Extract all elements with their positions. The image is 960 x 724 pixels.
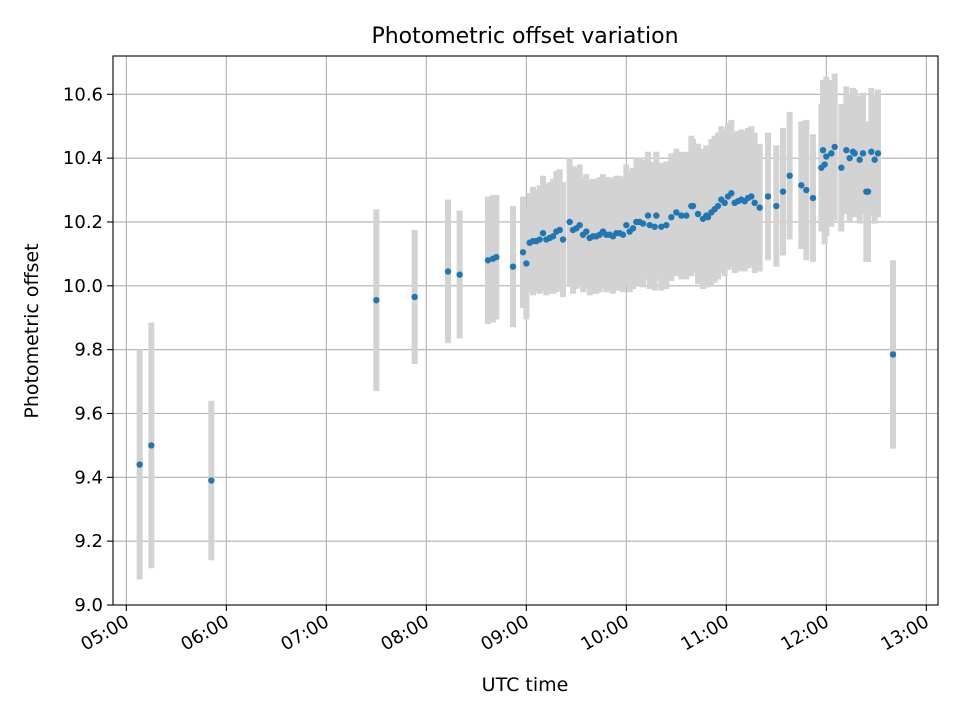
data-point (728, 190, 735, 197)
data-point (764, 193, 772, 200)
data-point (644, 212, 652, 219)
data-point (683, 212, 690, 219)
y-axis-ticks: 9.0 9.2 9.4 9.6 9.8 10.0 10.2 10.4 10.6 (63, 84, 113, 616)
data-point (689, 202, 697, 210)
data-point (653, 212, 660, 219)
data-point (456, 271, 463, 278)
data-point (539, 229, 547, 237)
data-point (411, 293, 418, 301)
data-point (823, 153, 830, 160)
data-point (536, 236, 543, 243)
data-point (819, 146, 827, 154)
data-point (748, 193, 755, 200)
data-point (889, 351, 897, 358)
y-tick-label: 9.6 (74, 403, 103, 424)
data-point (576, 221, 583, 229)
data-point (821, 161, 828, 168)
data-point (663, 221, 670, 229)
data-point (838, 164, 845, 171)
data-point (868, 148, 875, 155)
y-tick-label: 10.6 (63, 84, 103, 105)
data-point (444, 268, 452, 275)
data-point (566, 218, 573, 226)
data-point (583, 228, 590, 235)
data-point (556, 226, 563, 234)
data-points (136, 143, 897, 484)
data-point (704, 213, 712, 221)
data-point (871, 156, 878, 163)
y-tick-label: 10.2 (63, 212, 103, 233)
data-point (619, 231, 627, 238)
data-point (809, 194, 817, 202)
data-point (798, 182, 805, 189)
data-point (846, 154, 853, 162)
data-point (549, 233, 557, 240)
x-axis-label: UTC time (482, 674, 569, 696)
data-point (148, 442, 155, 449)
data-point (864, 188, 872, 195)
data-point (673, 209, 680, 216)
data-point (803, 186, 810, 194)
y-axis-label: Photometric offset (21, 243, 43, 418)
data-point (828, 150, 835, 157)
data-point (786, 172, 793, 179)
data-point (831, 143, 838, 151)
data-point (721, 199, 728, 207)
data-point (509, 263, 517, 270)
y-tick-label: 9.0 (74, 595, 103, 616)
data-point (714, 202, 722, 210)
data-point (208, 477, 215, 484)
chart-title: Photometric offset variation (371, 24, 678, 49)
y-tick-label: 9.4 (74, 467, 103, 488)
data-point (694, 210, 702, 218)
grid-lines (113, 56, 938, 606)
y-tick-label: 10.4 (63, 148, 103, 169)
data-point (629, 225, 637, 232)
data-point (751, 199, 758, 207)
data-point (523, 260, 530, 267)
data-point (651, 223, 658, 230)
data-point (373, 296, 380, 304)
data-point (519, 249, 527, 256)
data-point (756, 204, 763, 211)
data-point (493, 253, 500, 261)
data-point (559, 236, 567, 243)
data-point (646, 221, 653, 229)
data-point (658, 223, 665, 230)
data-point (779, 188, 787, 195)
y-tick-label: 9.2 (74, 531, 103, 552)
y-tick-label: 10.0 (63, 276, 103, 297)
plot-frame (112, 55, 939, 606)
data-point (668, 213, 675, 221)
data-point (874, 150, 882, 157)
data-point (484, 257, 492, 264)
data-point (856, 156, 863, 163)
data-point (773, 202, 780, 210)
data-point (623, 221, 630, 229)
y-tick-label: 9.8 (74, 340, 103, 361)
data-point (851, 150, 858, 157)
data-point (136, 461, 143, 468)
data-point (678, 212, 685, 219)
data-point (639, 220, 647, 227)
data-point (843, 146, 850, 154)
data-point (859, 150, 867, 157)
